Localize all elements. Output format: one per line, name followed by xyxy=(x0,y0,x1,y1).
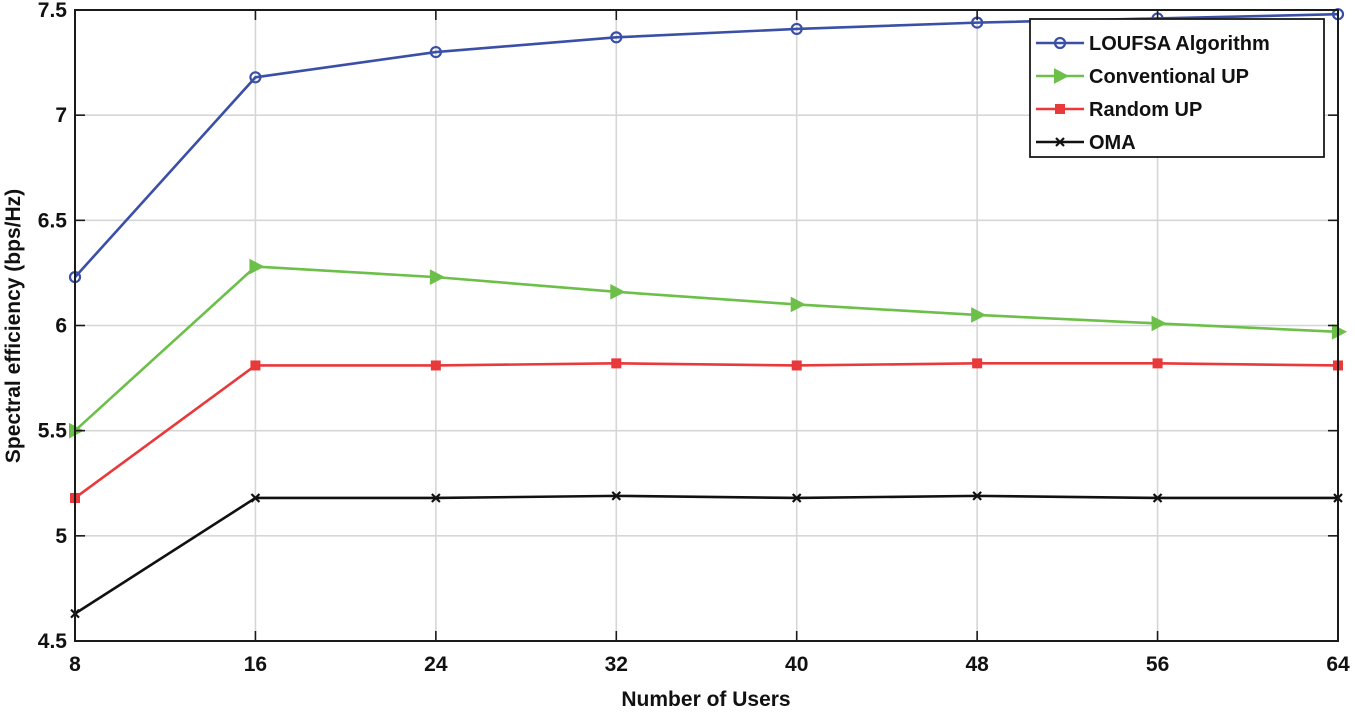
series-conventional-up xyxy=(69,258,1348,439)
y-tick-label: 6.5 xyxy=(38,209,68,232)
data-point-conventional-up xyxy=(249,258,265,275)
legend-label-conventional-up: Conventional UP xyxy=(1089,66,1249,88)
data-point-random-up xyxy=(972,358,983,369)
x-marker-stroke xyxy=(972,491,982,501)
data-point-conventional-up xyxy=(610,284,626,300)
data-point-loufsa-algorithm xyxy=(610,31,623,44)
data-point-oma xyxy=(1152,493,1163,503)
x-marker-stroke xyxy=(431,493,441,503)
y-axis-label: Spectral efficiency (bps/Hz) xyxy=(2,189,25,463)
data-point-conventional-up xyxy=(1151,315,1167,332)
x-marker-stroke xyxy=(250,493,261,503)
y-tick-label: 7 xyxy=(55,104,67,127)
data-point-oma xyxy=(972,491,982,501)
data-point-conventional-up xyxy=(1332,323,1348,340)
data-point-conventional-up xyxy=(429,269,445,285)
x-axis-label: Number of Users xyxy=(621,688,790,711)
legend-item-oma: OMA xyxy=(1036,132,1136,154)
x-tick-label: 8 xyxy=(69,653,81,676)
y-tick-label: 4.5 xyxy=(38,630,68,653)
legend-item-random-up: Random UP xyxy=(1036,99,1202,121)
series-line-conventional-up xyxy=(74,265,1339,432)
x-marker-stroke xyxy=(791,493,802,503)
legend-marker-loufsa-algorithm xyxy=(1053,36,1067,50)
y-tick-label: 6 xyxy=(55,315,67,338)
series-line-random-up xyxy=(74,362,1339,500)
legend-label-loufsa-algorithm: LOUFSA Algorithm xyxy=(1089,33,1270,55)
x-tick-label: 40 xyxy=(785,653,808,676)
data-point-oma xyxy=(250,493,261,503)
x-marker-stroke xyxy=(611,491,622,501)
data-point-random-up xyxy=(430,360,441,371)
legend-marker-oma xyxy=(1055,137,1065,147)
x-tick-label: 64 xyxy=(1326,653,1350,676)
legend-marker-conventional-up xyxy=(1054,68,1070,84)
legend-marker-random-up xyxy=(1055,104,1065,114)
data-point-random-up xyxy=(791,360,802,371)
data-point-random-up xyxy=(250,360,261,371)
data-point-loufsa-algorithm xyxy=(249,71,262,84)
y-tick-label: 7.5 xyxy=(38,0,68,22)
y-tick-label: 5.5 xyxy=(38,420,68,443)
x-tick-label: 48 xyxy=(965,653,989,676)
x-tick-label: 56 xyxy=(1146,653,1169,676)
y-tick-label: 5 xyxy=(55,525,67,548)
axis-ticks: 8 16 24 32 40 48 56 64 4.5 5 5.5 6 6.5 7 7.5 xyxy=(38,0,1350,676)
legend-label-oma: OMA xyxy=(1089,132,1136,154)
legend: LOUFSA Algorithm Conventional UP Random UP… xyxy=(1029,18,1325,158)
series-oma xyxy=(70,491,1343,619)
series-line-oma xyxy=(74,494,1338,615)
data-point-random-up xyxy=(1152,358,1163,369)
data-point-conventional-up xyxy=(971,307,987,323)
legend-item-conventional-up: Conventional UP xyxy=(1036,66,1249,88)
data-point-oma xyxy=(431,493,441,503)
x-tick-label: 24 xyxy=(424,653,448,676)
data-point-loufsa-algorithm xyxy=(429,45,442,59)
data-point-oma xyxy=(791,493,802,503)
legend-label-random-up: Random UP xyxy=(1089,99,1202,121)
data-point-random-up xyxy=(611,358,622,369)
x-marker-stroke xyxy=(1152,493,1163,503)
x-tick-label: 32 xyxy=(605,653,628,676)
x-tick-label: 16 xyxy=(244,653,267,676)
legend-item-loufsa-algorithm: LOUFSA Algorithm xyxy=(1036,33,1270,55)
data-point-conventional-up xyxy=(790,296,806,313)
data-point-loufsa-algorithm xyxy=(790,22,803,36)
data-point-oma xyxy=(611,491,622,501)
x-marker-stroke xyxy=(1055,137,1065,147)
